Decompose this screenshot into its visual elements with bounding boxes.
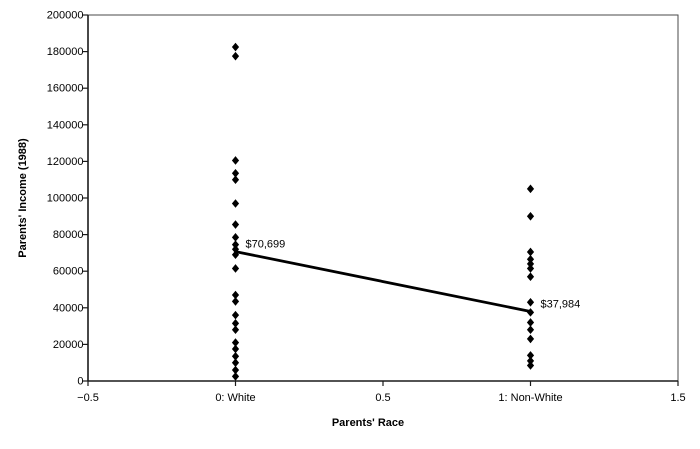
y-axis-tick-label: 60000 bbox=[53, 266, 84, 278]
trend-line bbox=[235, 250, 531, 313]
data-point-diamond bbox=[231, 351, 240, 361]
data-point-diamond bbox=[526, 318, 535, 327]
x-axis-tick-label: 1: Non-White bbox=[498, 392, 562, 404]
data-point-diamond bbox=[231, 244, 240, 254]
data-point-diamond bbox=[231, 319, 240, 328]
data-point-diamond bbox=[526, 356, 535, 366]
y-axis-tick-label: 100000 bbox=[47, 193, 84, 205]
x-axis-tick-label: −0.5 bbox=[77, 392, 99, 404]
data-point-diamond bbox=[231, 264, 240, 273]
data-point-diamond bbox=[526, 351, 535, 360]
annotation-white-mean: $70,699 bbox=[246, 239, 286, 251]
data-point-diamond bbox=[231, 297, 240, 306]
data-point-diamond bbox=[231, 156, 240, 165]
data-point-diamond bbox=[231, 240, 240, 249]
data-point-diamond bbox=[231, 199, 240, 208]
plot-border bbox=[87, 14, 679, 382]
data-point-diamond bbox=[231, 365, 240, 375]
data-point-diamond bbox=[526, 325, 535, 335]
y-axis-tick-label: 20000 bbox=[53, 339, 84, 351]
x-axis-tick-label: 1.5 bbox=[670, 392, 685, 404]
data-point-diamond bbox=[526, 247, 535, 257]
y-axis-tick-label: 200000 bbox=[47, 10, 84, 22]
data-point-diamond bbox=[231, 358, 240, 367]
data-point-diamond bbox=[526, 298, 535, 307]
y-axis-tick-label: 120000 bbox=[47, 156, 84, 168]
data-point-diamond bbox=[231, 51, 240, 61]
x-axis-tick-label: 0: White bbox=[215, 392, 255, 404]
data-point-diamond bbox=[526, 334, 535, 344]
data-point-diamond bbox=[231, 344, 240, 354]
data-point-diamond bbox=[231, 325, 240, 335]
data-point-diamond bbox=[526, 361, 535, 370]
data-point-diamond bbox=[231, 310, 240, 320]
data-point-diamond bbox=[526, 184, 535, 194]
data-point-diamond bbox=[231, 250, 240, 260]
data-point-diamond bbox=[526, 308, 535, 317]
plot-area: 0 20000 40000 60000 80000 100000 120000 140000 1… bbox=[47, 10, 686, 405]
y-axis-tick-label: 80000 bbox=[53, 229, 84, 241]
y-axis-tick-label: 40000 bbox=[53, 302, 84, 314]
y-axis-tick-label: 160000 bbox=[47, 83, 84, 95]
data-point-diamond bbox=[526, 255, 535, 264]
y-axis-title: Parents' Income (1988) bbox=[17, 138, 29, 258]
y-axis-tick-label: 0 bbox=[77, 376, 83, 388]
data-point-diamond bbox=[231, 233, 240, 242]
data-point-diamond bbox=[526, 272, 535, 281]
x-axis-title: Parents' Race bbox=[332, 417, 404, 429]
data-point-diamond bbox=[231, 290, 240, 300]
data-point-diamond bbox=[526, 212, 535, 221]
x-axis-tick-label: 0.5 bbox=[375, 392, 390, 404]
data-point-diamond bbox=[231, 168, 240, 178]
data-point-diamond bbox=[526, 264, 535, 273]
data-point-diamond bbox=[231, 372, 240, 381]
y-axis-tick-label: 140000 bbox=[47, 119, 84, 131]
data-point-diamond bbox=[231, 175, 240, 184]
annotation-nonwhite-mean: $37,984 bbox=[541, 298, 581, 310]
data-point-diamond bbox=[231, 42, 240, 52]
data-point-diamond bbox=[526, 259, 535, 269]
y-axis-tick-label: 180000 bbox=[47, 46, 84, 58]
data-point-diamond bbox=[231, 220, 240, 229]
data-point-diamond bbox=[231, 338, 240, 347]
